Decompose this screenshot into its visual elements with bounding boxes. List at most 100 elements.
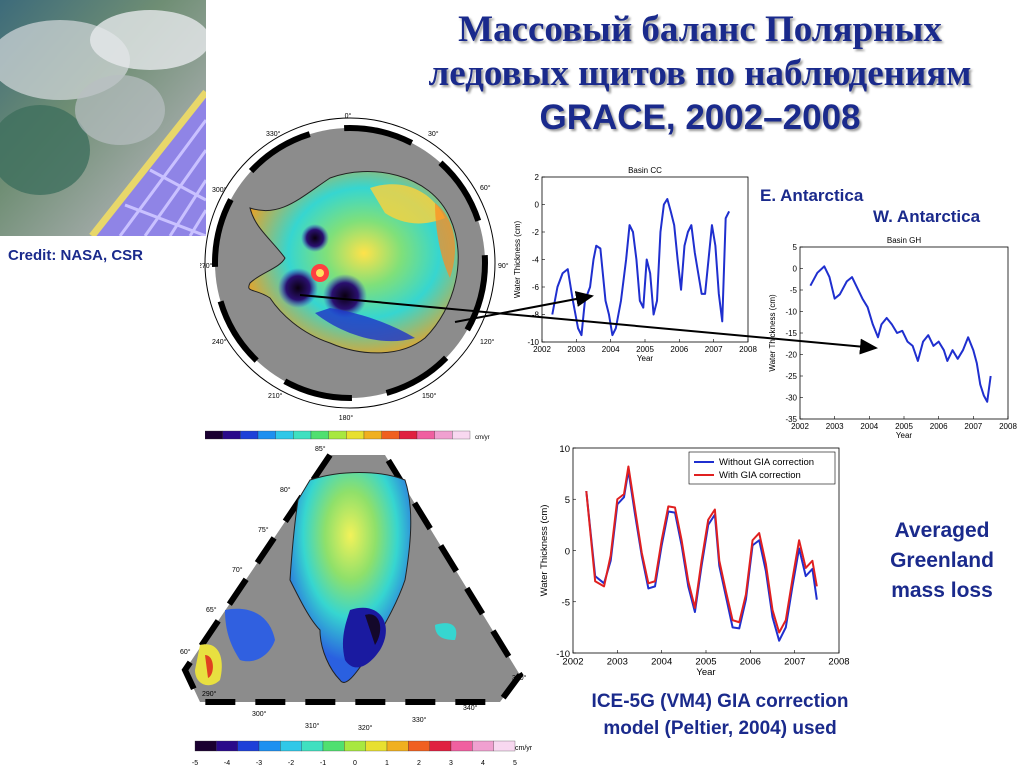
x-tick-label: 2007: [705, 345, 723, 354]
legend-label: With GIA correction: [719, 470, 801, 481]
x-tick-label: 2003: [567, 345, 585, 354]
colorbar-swatch: [472, 740, 494, 752]
x-axis-label: Year: [896, 431, 913, 440]
x-axis-label: Year: [696, 667, 715, 678]
lon-label: 310°: [305, 722, 320, 730]
lon-label: 120°: [480, 338, 495, 346]
y-tick-label: 5: [793, 243, 798, 252]
x-tick-label: 2004: [860, 422, 878, 431]
colorbar-tick-label: 1: [385, 760, 389, 767]
x-tick-label: 2005: [895, 422, 913, 431]
colorbar-tick-label: -5: [192, 760, 198, 767]
basin-cc-chart: 2002 2003 2004 2005 2006 2007 2008 2 0 -2 -4 -6 -8 -1…: [513, 166, 757, 363]
x-tick-label: 2002: [562, 657, 583, 668]
colorbar-swatch: [216, 740, 238, 752]
colorbar-swatch: [194, 740, 217, 752]
colorbar-swatch: [452, 430, 471, 440]
title-line-2: ледовых щитов по наблюдениям: [428, 53, 972, 94]
colorbar-tick-label: 2: [417, 760, 421, 767]
y-tick-label: 2: [535, 173, 540, 182]
colorbar-swatch: [429, 740, 452, 752]
colorbar-swatch: [205, 430, 223, 440]
w-antarctica-label: W. Antarctica: [873, 207, 981, 226]
x-tick-label: 2004: [602, 345, 620, 354]
colorbar-swatch: [310, 430, 329, 440]
title-line-3: GRACE, 2002–2008: [539, 98, 861, 137]
chart-title: Basin CC: [628, 166, 662, 175]
x-tick-label: 2002: [791, 422, 809, 431]
colorbar-swatch: [450, 740, 473, 752]
colorbar-tick-label: -2: [288, 760, 294, 767]
colorbar-swatch: [416, 430, 435, 440]
colorbar-swatch: [222, 430, 241, 440]
greenland-mass-loss-label: Averaged Greenland mass loss: [890, 519, 994, 602]
e-antarctica-label: E. Antarctica: [760, 186, 864, 205]
colorbar-swatch: [258, 740, 281, 752]
lon-label: 300°: [252, 710, 267, 718]
y-tick-label: -6: [532, 283, 540, 292]
colorbar-swatch: [434, 430, 453, 440]
colorbar-tick-label: 3: [449, 760, 453, 767]
colorbar-swatch: [257, 430, 276, 440]
x-axis-label: Year: [637, 354, 654, 363]
lon-label: 350°: [512, 674, 527, 682]
y-tick-label: -25: [785, 372, 797, 381]
x-tick-label: 2005: [636, 345, 654, 354]
antarctica-colorbar: cm/yr: [205, 430, 490, 441]
lon-label: 180°: [339, 414, 354, 422]
lon-label: 30°: [428, 130, 439, 138]
colorbar-tick-label: 0: [353, 760, 357, 767]
y-tick-label: -20: [785, 351, 797, 360]
lat-label: 60°: [180, 648, 191, 656]
colorbar-swatch: [363, 430, 382, 440]
lat-label: 85°: [315, 445, 326, 453]
lon-label: 240°: [212, 338, 227, 346]
lat-label: 80°: [280, 486, 291, 494]
y-tick-label: 0: [565, 546, 570, 557]
x-tick-label: 2005: [695, 657, 716, 668]
y-axis-label: Water Thickness (cm): [539, 505, 550, 597]
greenland-map: 85° 80° 75° 70° 65° 60° 290° 300° 310° 3…: [180, 445, 527, 732]
lon-label: 270°: [200, 262, 213, 270]
y-tick-label: -10: [785, 308, 797, 317]
lat-label: 70°: [232, 566, 243, 574]
y-axis-label: Water Thickness (cm): [768, 294, 777, 372]
y-tick-label: 0: [793, 265, 798, 274]
x-tick-label: 2008: [999, 422, 1017, 431]
y-tick-label: -4: [532, 256, 540, 265]
basin-gh-chart: 2002 2003 2004 2005 2006 2007 2008 5 0 -5 -10 -15 -2…: [768, 236, 1017, 440]
colorbar-swatch: [293, 430, 312, 440]
y-tick-label: -30: [785, 394, 797, 403]
x-tick-label: 2002: [533, 345, 551, 354]
x-tick-label: 2006: [930, 422, 948, 431]
image-credit: Credit: NASA, CSR: [8, 247, 144, 264]
colorbar-swatch: [240, 430, 259, 440]
x-tick-label: 2004: [651, 657, 672, 668]
colorbar-tick-label: -3: [256, 760, 262, 767]
colorbar-swatch: [237, 740, 260, 752]
title-line-1: Массовый баланс Полярных: [458, 9, 942, 50]
lon-label: 300°: [212, 186, 227, 194]
series-line: [585, 465, 818, 634]
y-axis-label: Water Thickness (cm): [513, 220, 522, 298]
colorbar-unit: cm/yr: [515, 745, 533, 752]
lon-label: 90°: [498, 262, 509, 270]
colorbar-swatch: [280, 740, 302, 752]
lon-label: 150°: [422, 392, 437, 400]
series-line: [809, 265, 992, 403]
page-title: Массовый баланс Полярных ледовых щитов п…: [380, 8, 1020, 140]
y-tick-label: 0: [535, 201, 540, 210]
x-tick-label: 2006: [670, 345, 688, 354]
colorbar-unit: cm/yr: [475, 435, 490, 441]
x-tick-label: 2006: [740, 657, 761, 668]
y-tick-label: -10: [527, 338, 539, 347]
y-tick-label: 5: [565, 495, 570, 506]
x-tick-label: 2007: [964, 422, 982, 431]
colorbar-swatch: [386, 740, 409, 752]
y-tick-label: -5: [790, 286, 798, 295]
series-line: [551, 198, 731, 337]
lon-label: 290°: [202, 690, 217, 698]
x-tick-label: 2008: [739, 345, 757, 354]
greenland-colorbar: -5 -4 -3 -2 -1 0 1 2 3 4 5 cm/yr: [192, 740, 533, 767]
chart-title: Basin GH: [887, 236, 921, 245]
